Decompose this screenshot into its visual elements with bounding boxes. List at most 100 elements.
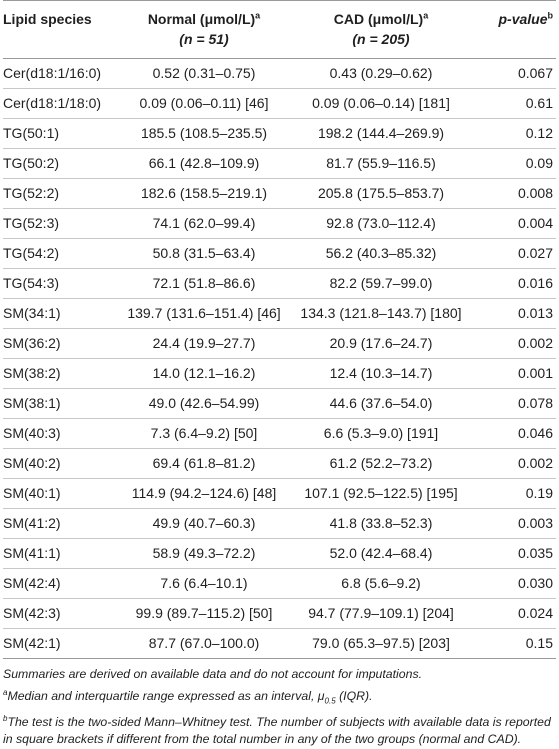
cell-cad: 134.3 (121.8–143.7) [180] (300, 305, 462, 321)
cell-normal: 114.9 (94.2–124.6) [48] (131, 485, 277, 501)
cell-pvalue: 0.024 (517, 605, 553, 621)
cell-cad: 82.2 (59.7–99.0) (329, 275, 433, 291)
cell-cad: 94.7 (77.9–109.1) [204] (308, 605, 454, 621)
table-row: SM(42:3) 99.9 (89.7–115.2) [50] 94.7 (77.9… (3, 599, 556, 629)
table-row: SM(40:2) 69.4 (61.8–81.2) 61.2 (52.2–73.2)… (3, 449, 556, 479)
cell-pvalue: 0.002 (517, 455, 553, 471)
table-body: Cer(d18:1/16:0) 0.52 (0.31–0.75) 0.43 (0.2… (3, 59, 556, 659)
table-row: TG(52:2) 182.6 (158.5–219.1) 205.8 (175.5–… (3, 179, 556, 209)
table-header: Lipid species Normal (μmol/L)a (n = 51) … (3, 0, 556, 59)
cell-pvalue: 0.067 (517, 65, 553, 81)
table-row: SM(40:3) 7.3 (6.4–9.2) [50] 6.6 (5.3–9.0) … (3, 419, 556, 449)
cell-species: SM(38:2) (3, 365, 61, 381)
cell-normal: 185.5 (108.5–235.5) (140, 125, 268, 141)
lipid-table: Lipid species Normal (μmol/L)a (n = 51) … (3, 0, 556, 659)
cell-pvalue: 0.030 (517, 575, 553, 591)
cell-species: TG(54:3) (3, 275, 60, 291)
cell-normal: 69.4 (61.8–81.2) (152, 455, 256, 471)
cell-species: SM(41:2) (3, 515, 61, 531)
cell-species: TG(52:2) (3, 185, 60, 201)
footnote-a-sub: 0.5 (324, 696, 336, 706)
cell-species: SM(40:2) (3, 455, 61, 471)
cell-cad: 61.2 (52.2–73.2) (329, 455, 433, 471)
cell-species: SM(40:3) (3, 425, 61, 441)
cell-cad: 81.7 (55.9–116.5) (326, 155, 436, 171)
table-row: SM(42:4) 7.6 (6.4–10.1) 6.8 (5.6–9.2) 0.030 (3, 569, 556, 599)
footnote-summary: Summaries are derived on available data … (3, 667, 423, 681)
cell-cad: 92.8 (73.0–112.4) (326, 215, 436, 231)
cell-species: SM(42:4) (3, 575, 61, 591)
cell-pvalue: 0.61 (525, 95, 553, 111)
table-row: Cer(d18:1/18:0) 0.09 (0.06–0.11) [46] 0.09… (3, 89, 556, 119)
cell-pvalue: 0.004 (517, 215, 553, 231)
cell-normal: 49.9 (40.7–60.3) (152, 515, 256, 531)
header-pvalue-sup: b (547, 10, 554, 21)
header-cad-sup: a (423, 10, 429, 21)
cell-species: TG(50:1) (3, 125, 60, 141)
cell-cad: 205.8 (175.5–853.7) (317, 185, 445, 201)
cell-pvalue: 0.008 (517, 185, 553, 201)
table-row: SM(34:1) 139.7 (131.6–151.4) [46] 134.3 (1… (3, 299, 556, 329)
cell-species: SM(40:1) (3, 485, 61, 501)
cell-pvalue: 0.013 (517, 305, 553, 321)
table-row: TG(52:3) 74.1 (62.0–99.4) 92.8 (73.0–112.4… (3, 209, 556, 239)
cell-pvalue: 0.12 (525, 125, 553, 141)
header-row: Lipid species Normal (μmol/L)a (n = 51) … (3, 0, 556, 59)
cell-cad: 6.6 (5.3–9.0) [191] (323, 425, 439, 441)
cell-normal: 74.1 (62.0–99.4) (152, 215, 256, 231)
header-pvalue: p-valueb (475, 1, 556, 59)
cell-normal: 24.4 (19.9–27.7) (152, 335, 256, 351)
cell-species: TG(50:2) (3, 155, 60, 171)
footnote-a-mark: a (3, 687, 8, 697)
footnote-b-mark: b (3, 713, 8, 723)
cell-pvalue: 0.002 (517, 335, 553, 351)
cell-normal: 72.1 (51.8–86.6) (152, 275, 256, 291)
cell-normal: 0.52 (0.31–0.75) (152, 65, 256, 81)
cell-normal: 182.6 (158.5–219.1) (140, 185, 268, 201)
header-cad: CAD (μmol/L)a (n = 205) (287, 1, 475, 59)
cell-species: SM(42:3) (3, 605, 61, 621)
cell-species: SM(36:2) (3, 335, 61, 351)
cell-species: Cer(d18:1/16:0) (3, 65, 102, 81)
table-row: TG(54:3) 72.1 (51.8–86.6) 82.2 (59.7–99.0)… (3, 269, 556, 299)
cell-pvalue: 0.046 (517, 425, 553, 441)
table-row: SM(42:1) 87.7 (67.0–100.0) 79.0 (65.3–97.5… (3, 629, 556, 659)
cell-normal: 7.6 (6.4–10.1) (160, 575, 248, 591)
cell-species: SM(34:1) (3, 305, 61, 321)
cell-normal: 99.9 (89.7–115.2) [50] (135, 605, 273, 621)
cell-pvalue: 0.001 (517, 365, 553, 381)
table-row: SM(38:2) 14.0 (12.1–16.2) 12.4 (10.3–14.7)… (3, 359, 556, 389)
cell-pvalue: 0.003 (517, 515, 553, 531)
cell-cad: 198.2 (144.4–269.9) (317, 125, 445, 141)
header-normal-label: Normal (μmol/L) (147, 11, 256, 27)
table-row: TG(50:2) 66.1 (42.8–109.9) 81.7 (55.9–116.… (3, 149, 556, 179)
cell-cad: 79.0 (65.3–97.5) [203] (312, 635, 450, 651)
cell-normal: 66.1 (42.8–109.9) (148, 155, 260, 171)
header-species-label: Lipid species (3, 11, 92, 27)
cell-species: TG(52:3) (3, 215, 60, 231)
cell-pvalue: 0.09 (525, 155, 553, 171)
footnote-a: aMedian and interquartile range expresse… (3, 684, 556, 710)
table-row: SM(40:1) 114.9 (94.2–124.6) [48] 107.1 (92… (3, 479, 556, 509)
footnote-a-mu: μ (317, 688, 325, 703)
cell-normal: 0.09 (0.06–0.11) [46] (139, 95, 269, 111)
table-row: SM(41:2) 49.9 (40.7–60.3) 41.8 (33.8–52.3)… (3, 509, 556, 539)
cell-normal: 14.0 (12.1–16.2) (152, 365, 256, 381)
header-normal-sup: a (255, 10, 261, 21)
cell-species: SM(41:1) (3, 545, 61, 561)
cell-cad: 52.0 (42.4–68.4) (329, 545, 433, 561)
cell-pvalue: 0.035 (517, 545, 553, 561)
header-pvalue-label: p-value (498, 11, 548, 27)
cell-species: Cer(d18:1/18:0) (3, 95, 102, 111)
cell-cad: 44.6 (37.6–54.0) (329, 395, 433, 411)
footnote-b-text: The test is the two-sided Mann–Whitney t… (3, 714, 551, 747)
table-row: Cer(d18:1/16:0) 0.52 (0.31–0.75) 0.43 (0.2… (3, 59, 556, 89)
cell-normal: 139.7 (131.6–151.4) [46] (127, 305, 281, 321)
cell-species: TG(54:2) (3, 245, 60, 261)
footnote-a-text: Median and interquartile range expressed… (7, 688, 318, 703)
cell-cad: 0.43 (0.29–0.62) (329, 65, 433, 81)
cell-pvalue: 0.027 (517, 245, 553, 261)
header-cad-label: CAD (μmol/L) (333, 11, 424, 27)
cell-cad: 0.09 (0.06–0.14) [181] (312, 95, 450, 111)
